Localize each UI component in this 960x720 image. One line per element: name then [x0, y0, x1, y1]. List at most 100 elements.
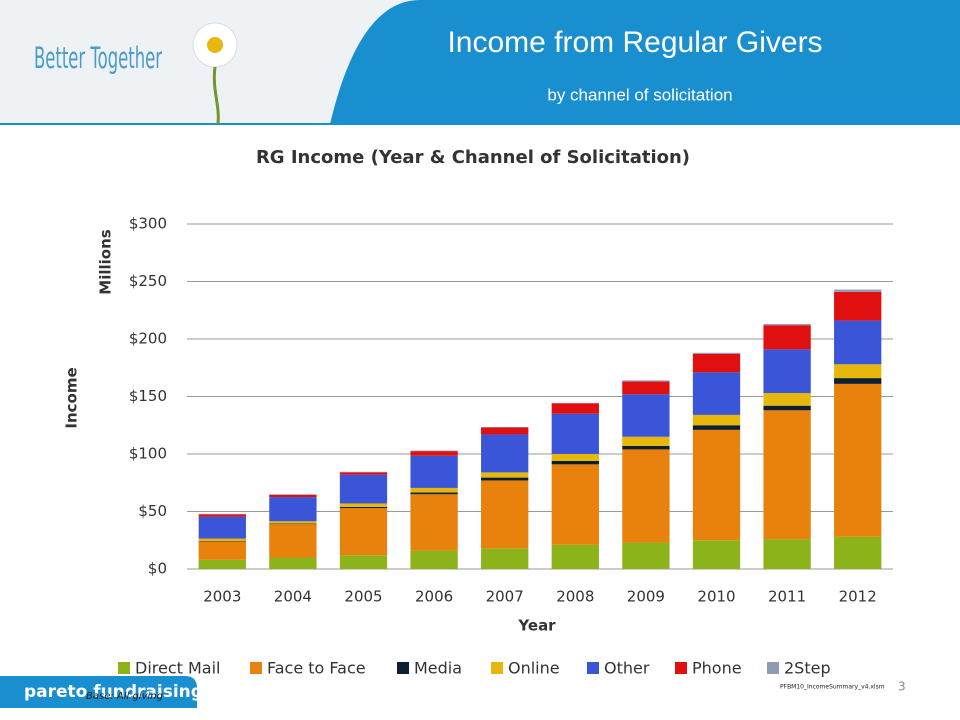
- bar-segment: [834, 378, 882, 384]
- legend-swatch: [491, 662, 503, 674]
- bar-segment: [622, 542, 670, 569]
- daisy-center: [207, 37, 223, 53]
- bar-segment: [481, 472, 529, 478]
- bar-segment: [551, 464, 599, 545]
- bar-segment: [834, 320, 882, 365]
- bar-segment: [622, 394, 670, 437]
- bar-segment: [198, 540, 246, 542]
- bar-segment: [410, 492, 458, 495]
- legend-label: Other: [604, 659, 650, 678]
- header-banner: [330, 0, 960, 124]
- bar-segment: [622, 381, 670, 395]
- bar-segment: [692, 372, 741, 415]
- y-tick-label: $200: [129, 330, 167, 348]
- page-number: 3: [898, 680, 906, 694]
- bar-segment: [410, 550, 458, 569]
- x-tick-label: 2003: [203, 588, 241, 606]
- bar-segment: [198, 516, 246, 539]
- bar-segment: [269, 497, 317, 522]
- bar-segment: [481, 480, 529, 549]
- bar-segment: [339, 555, 388, 569]
- legend-label: Face to Face: [267, 659, 366, 678]
- bar-segment: [692, 429, 741, 541]
- bar-segment: [198, 538, 246, 541]
- legend-label: Phone: [692, 659, 742, 678]
- y-axis-title: Income: [63, 367, 81, 428]
- legend-swatch: [250, 662, 262, 674]
- bar-segment: [622, 445, 670, 450]
- bar-segment: [410, 494, 458, 551]
- y-tick-label: $100: [129, 445, 167, 463]
- bar-segment: [692, 353, 741, 373]
- bar-segment: [269, 524, 317, 558]
- y-tick-label: $250: [129, 272, 167, 290]
- bar-segment: [269, 557, 317, 569]
- bar-segment: [481, 548, 529, 569]
- legend-swatch: [675, 662, 687, 674]
- legend-swatch: [767, 662, 779, 674]
- x-axis-title: Year: [517, 617, 556, 635]
- bar-segment: [622, 436, 670, 446]
- bar-segment: [551, 460, 599, 465]
- bar-segment: [269, 494, 317, 495]
- logo-text: Better Together: [34, 41, 162, 75]
- legend-swatch: [397, 662, 409, 674]
- bar-segment: [692, 425, 741, 430]
- bar-segment: [622, 449, 670, 543]
- legend-label: Media: [414, 659, 462, 678]
- bar-segment: [763, 349, 811, 394]
- x-tick-label: 2005: [344, 588, 382, 606]
- bar-segment: [198, 559, 246, 569]
- daisy-stem: [212, 66, 220, 125]
- bar-segment: [339, 471, 388, 473]
- x-tick-label: 2004: [274, 588, 312, 606]
- y-tick-label: $300: [129, 215, 167, 233]
- bar-segment: [763, 405, 811, 411]
- x-tick-label: 2011: [768, 588, 806, 606]
- legend-label: Direct Mail: [135, 659, 221, 678]
- bar-segment: [198, 514, 246, 517]
- bar-segment: [339, 506, 388, 509]
- bar-segment: [410, 450, 458, 452]
- bar-segment: [834, 289, 882, 292]
- bar-segment: [410, 455, 458, 488]
- legend-swatch: [118, 662, 130, 674]
- bar-segment: [269, 521, 317, 524]
- y-unit-label: Millions: [97, 229, 115, 294]
- bar-segment: [481, 426, 529, 428]
- footer-base: Base: All giving: [86, 691, 163, 702]
- bar-segment: [692, 540, 741, 569]
- bar-segment: [481, 434, 529, 473]
- bar-segment: [339, 474, 388, 504]
- x-tick-label: 2008: [556, 588, 594, 606]
- bar-segment: [339, 472, 388, 475]
- y-tick-label: $150: [129, 387, 167, 405]
- bar-segment: [551, 413, 599, 454]
- x-tick-label: 2012: [839, 588, 877, 606]
- bar-segment: [834, 536, 882, 569]
- bar-segment: [481, 427, 529, 435]
- x-tick-label: 2010: [697, 588, 735, 606]
- bar-segment: [692, 414, 741, 426]
- slide-subtitle: by channel of solicitation: [547, 85, 732, 104]
- footer-file: PFBM10_IncomeSummary_v4.xlsm: [780, 684, 885, 691]
- legend-swatch: [587, 662, 599, 674]
- bar-segment: [269, 523, 317, 525]
- footer-brand: pareto fundraising: [24, 682, 203, 702]
- bar-segment: [551, 403, 599, 414]
- bar-segment: [692, 352, 741, 354]
- bar-segment: [481, 477, 529, 481]
- x-tick-label: 2006: [415, 588, 453, 606]
- bar-segment: [410, 451, 458, 456]
- bar-segment: [763, 393, 811, 406]
- bar-segment: [551, 454, 599, 461]
- bar-segment: [339, 503, 388, 507]
- legend-label: Online: [508, 659, 560, 678]
- bar-segment: [834, 364, 882, 379]
- bar-segment: [834, 383, 882, 537]
- bar-segment: [410, 487, 458, 493]
- bar-segment: [198, 513, 246, 515]
- bar-segment: [622, 380, 670, 382]
- slide-title: Income from Regular Givers: [447, 26, 822, 59]
